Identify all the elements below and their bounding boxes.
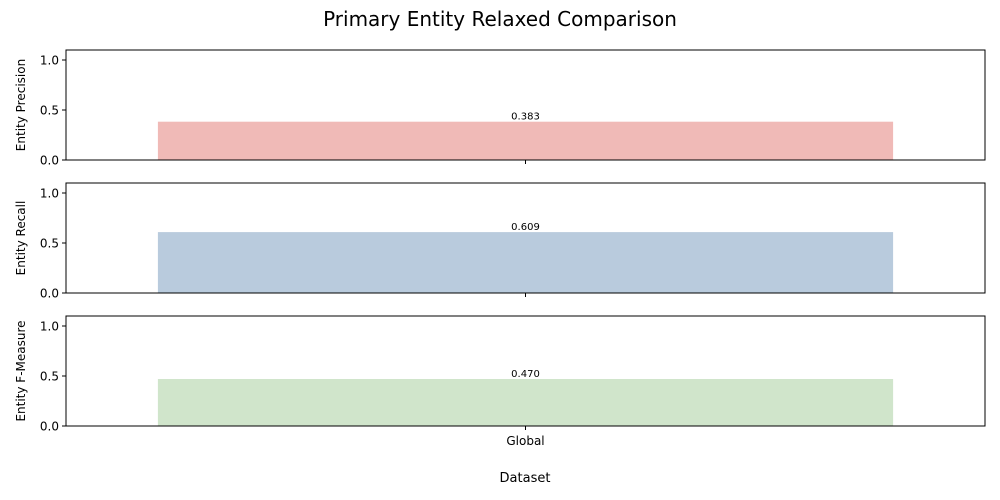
panel-1: 0.609 0.0 0.5 1.0 Entity Recall: [14, 182, 986, 301]
chart-title: Primary Entity Relaxed Comparison: [323, 7, 677, 31]
y-tick-label: 0.0: [40, 287, 59, 301]
axes-frame: [65, 182, 986, 294]
y-axis-label: Entity Precision: [14, 59, 28, 151]
x-tick-label: Global: [506, 434, 544, 448]
y-tick-label: 1.0: [40, 54, 59, 68]
panel-2: 0.470 Global 0.0 0.5 1.0 Entity F-Measure: [14, 315, 986, 448]
y-tick-label: 1.0: [40, 320, 59, 334]
y-axis-label: Entity Recall: [14, 201, 28, 276]
y-tick-label: 0.5: [40, 370, 59, 384]
data-label: 0.470: [511, 369, 540, 380]
y-tick-label: 0.5: [40, 237, 59, 251]
y-axis-label: Entity F-Measure: [14, 320, 28, 421]
data-label: 0.609: [511, 222, 540, 233]
x-axis-label: Dataset: [500, 471, 551, 486]
axes-frame: [65, 315, 986, 427]
axes-frame: [65, 49, 986, 161]
data-label: 0.383: [511, 112, 540, 123]
y-tick-label: 0.0: [40, 420, 59, 434]
panel-0: 0.383 0.0 0.5 1.0 Entity Precision: [14, 49, 986, 168]
y-tick-label: 1.0: [40, 187, 59, 201]
bar: [157, 379, 894, 426]
y-tick-label: 0.5: [40, 104, 59, 118]
y-tick-label: 0.0: [40, 154, 59, 168]
bar: [157, 121, 894, 160]
bar: [157, 232, 894, 293]
